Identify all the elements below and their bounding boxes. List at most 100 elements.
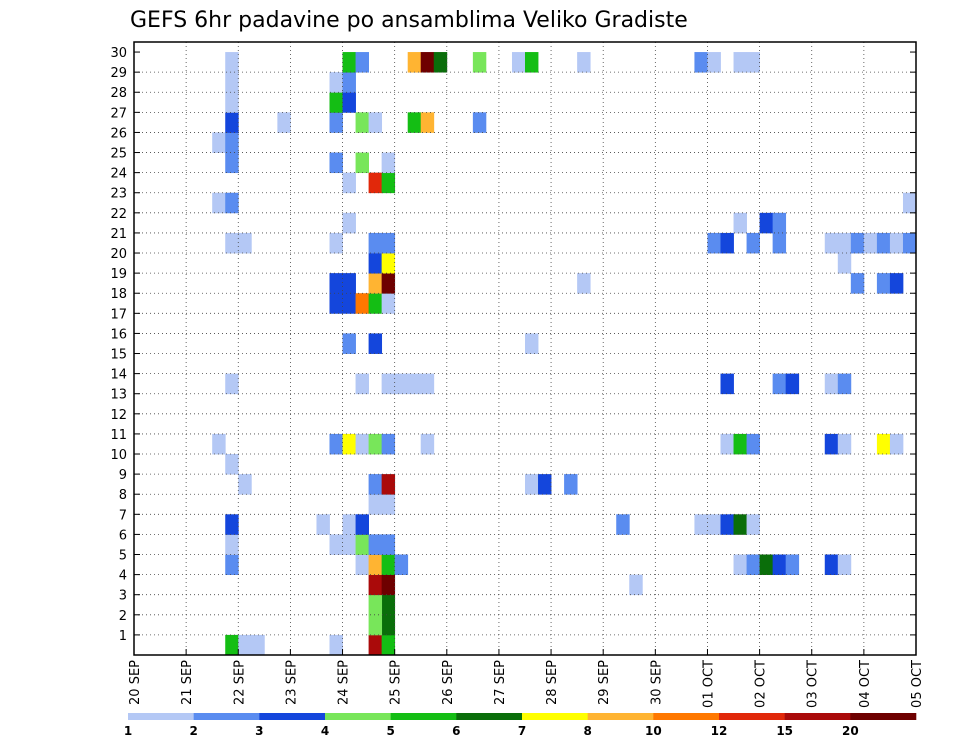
heatmap-cell bbox=[902, 192, 917, 214]
heatmap-cell bbox=[368, 554, 383, 576]
colorbar-label: 7 bbox=[518, 724, 526, 738]
heatmap-cell bbox=[772, 232, 787, 254]
heatmap-cell bbox=[511, 52, 526, 73]
heatmap-cell bbox=[837, 253, 852, 274]
heatmap-cell bbox=[342, 212, 356, 234]
colorbar-swatch bbox=[784, 713, 851, 720]
heatmap-cell bbox=[342, 534, 356, 555]
y-tick-label: 22 bbox=[110, 207, 127, 222]
heatmap-cell bbox=[329, 112, 343, 133]
y-tick-label: 2 bbox=[119, 609, 127, 624]
y-tick-label: 9 bbox=[119, 468, 127, 483]
heatmap-cell bbox=[694, 514, 708, 535]
colorbar-label: 2 bbox=[189, 724, 197, 738]
heatmap-cell bbox=[616, 514, 630, 535]
heatmap-cell bbox=[342, 333, 356, 354]
y-tick-label: 1 bbox=[119, 629, 127, 644]
heatmap-cell bbox=[225, 192, 239, 214]
y-tick-label: 17 bbox=[110, 307, 127, 322]
heatmap-cell bbox=[902, 232, 917, 254]
heatmap-cell bbox=[850, 232, 865, 254]
heatmap-cell bbox=[733, 514, 747, 535]
heatmap-cell bbox=[225, 634, 239, 656]
colorbar-swatch bbox=[259, 713, 326, 720]
heatmap-cell bbox=[368, 614, 383, 636]
heatmap-cell bbox=[381, 574, 396, 596]
heatmap-cell bbox=[225, 514, 239, 535]
heatmap-cell bbox=[746, 514, 760, 535]
y-tick-label: 29 bbox=[110, 66, 127, 81]
heatmap-cell bbox=[368, 232, 383, 254]
heatmap-cell bbox=[212, 132, 226, 153]
heatmap-cell bbox=[225, 112, 239, 133]
colorbar-label: 5 bbox=[386, 724, 394, 738]
colorbar-swatch bbox=[653, 713, 720, 720]
heatmap-cell bbox=[837, 433, 852, 455]
heatmap-cell bbox=[394, 554, 409, 576]
heatmap-cell bbox=[772, 212, 787, 234]
y-tick-label: 6 bbox=[119, 528, 127, 543]
y-tick-label: 25 bbox=[110, 147, 127, 162]
heatmap-cell bbox=[238, 634, 252, 656]
colorbar-label: 10 bbox=[645, 724, 662, 738]
heatmap-cell bbox=[329, 72, 343, 93]
x-tick-label: 03 OCT bbox=[806, 660, 821, 708]
y-tick-label: 8 bbox=[119, 488, 127, 503]
x-tick-label: 24 SEP bbox=[337, 660, 352, 705]
heatmap-cell bbox=[785, 554, 800, 576]
heatmap-cell bbox=[316, 514, 330, 535]
y-tick-label: 24 bbox=[110, 167, 127, 182]
plot-frame bbox=[133, 41, 917, 656]
heatmap-cell bbox=[577, 273, 591, 294]
heatmap-cell bbox=[824, 554, 839, 576]
heatmap-cell bbox=[355, 554, 369, 576]
heatmap-cell bbox=[342, 92, 356, 113]
heatmap-cell bbox=[850, 273, 865, 294]
heatmap-cell bbox=[368, 433, 383, 455]
x-tick-label: 21 SEP bbox=[180, 660, 195, 705]
heatmap-cell bbox=[329, 534, 343, 555]
heatmap-cell bbox=[720, 514, 734, 535]
colorbar: 1 2 3 4 5 6 7 8 10 12 15 20 bbox=[124, 713, 917, 738]
heatmap-cell bbox=[355, 52, 369, 73]
colorbar-swatch bbox=[522, 713, 588, 720]
heatmap-cell bbox=[407, 373, 422, 395]
heatmap-cell bbox=[381, 433, 396, 455]
heatmap-cell bbox=[225, 373, 239, 395]
heatmap-cell bbox=[342, 433, 356, 455]
x-tick-label: 28 SEP bbox=[545, 660, 560, 705]
colorbar-swatch bbox=[719, 713, 785, 720]
heatmap-cell bbox=[355, 534, 369, 555]
colorbar-label: 20 bbox=[842, 724, 859, 738]
colorbar-swatch bbox=[390, 713, 457, 720]
y-tick-label: 26 bbox=[110, 126, 127, 141]
heatmap-cell bbox=[381, 594, 396, 616]
heatmap-cell bbox=[746, 554, 760, 576]
y-tick-label: 11 bbox=[110, 428, 127, 443]
x-tick-label: 02 OCT bbox=[754, 660, 769, 708]
heatmap-cell bbox=[837, 373, 852, 395]
heatmap-cell bbox=[251, 634, 265, 656]
heatmap-cell bbox=[355, 112, 369, 133]
heatmap-cell bbox=[381, 232, 396, 254]
heatmap-cell bbox=[381, 614, 396, 636]
heatmap-cell bbox=[525, 52, 539, 73]
y-tick-label: 27 bbox=[110, 106, 127, 121]
x-tick-label: 23 SEP bbox=[284, 660, 299, 705]
heatmap-cell bbox=[837, 554, 852, 576]
heatmap-cell bbox=[329, 92, 343, 113]
heatmap-cell bbox=[329, 273, 343, 294]
heatmap-cell bbox=[407, 112, 422, 133]
colorbar-swatch bbox=[128, 713, 194, 720]
x-tick-label: 22 SEP bbox=[232, 660, 247, 705]
x-tick-label: 26 SEP bbox=[441, 660, 456, 705]
heatmap-cell bbox=[225, 52, 239, 73]
y-tick-label: 13 bbox=[110, 388, 127, 403]
heatmap-cell bbox=[889, 433, 904, 455]
heatmap-cell bbox=[225, 232, 239, 254]
heatmap-cell bbox=[368, 293, 383, 314]
heatmap-cell bbox=[629, 574, 643, 596]
x-tick-label: 01 OCT bbox=[701, 660, 716, 708]
heatmap-cell bbox=[368, 474, 383, 495]
chart-title: GEFS 6hr padavine po ansamblima Veliko G… bbox=[130, 8, 688, 33]
